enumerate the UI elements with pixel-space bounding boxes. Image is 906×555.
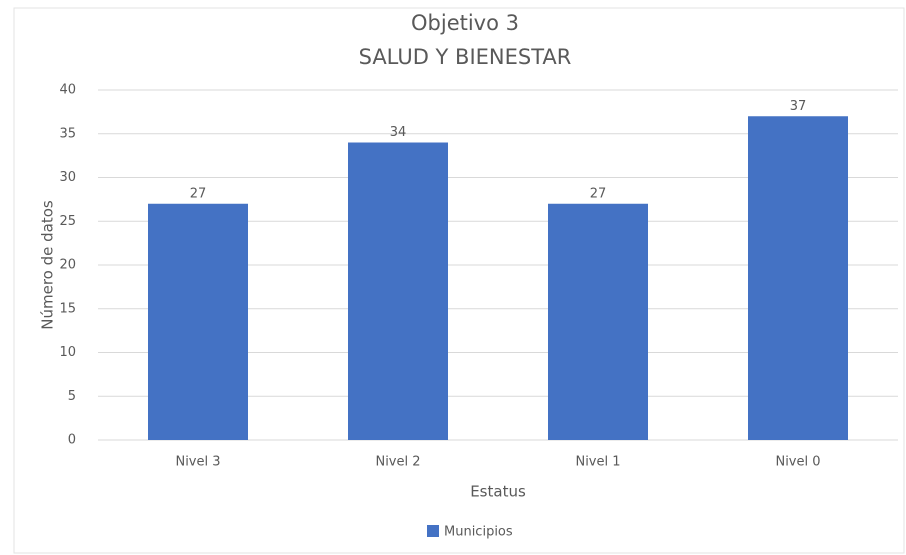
y-tick-label: 20 <box>59 258 76 273</box>
legend-label: Municipios <box>444 525 513 540</box>
bar <box>748 116 848 440</box>
y-tick-label: 30 <box>59 170 76 185</box>
x-tick-label: Nivel 1 <box>575 455 620 470</box>
y-tick-label: 10 <box>59 345 76 360</box>
bar <box>348 142 448 440</box>
x-tick-label: Nivel 3 <box>175 455 220 470</box>
y-tick-label: 25 <box>59 214 76 229</box>
y-tick-label: 40 <box>59 83 76 98</box>
data-label: 27 <box>590 186 607 201</box>
legend-swatch <box>427 525 439 537</box>
data-label: 37 <box>790 99 807 114</box>
bar <box>548 203 648 440</box>
y-axis-label: Número de datos <box>39 200 57 330</box>
y-tick-label: 0 <box>68 433 76 448</box>
bar <box>148 203 248 440</box>
x-axis-label: Estatus <box>470 483 526 501</box>
data-label: 27 <box>190 186 207 201</box>
y-tick-label: 35 <box>59 126 76 141</box>
x-tick-label: Nivel 2 <box>375 455 420 470</box>
x-tick-label: Nivel 0 <box>775 455 820 470</box>
y-tick-label: 15 <box>59 301 76 316</box>
y-tick-label: 5 <box>68 389 76 404</box>
chart-title: Objetivo 3 <box>411 11 519 35</box>
chart-subtitle: SALUD Y BIENESTAR <box>359 45 572 69</box>
data-label: 34 <box>390 125 407 140</box>
